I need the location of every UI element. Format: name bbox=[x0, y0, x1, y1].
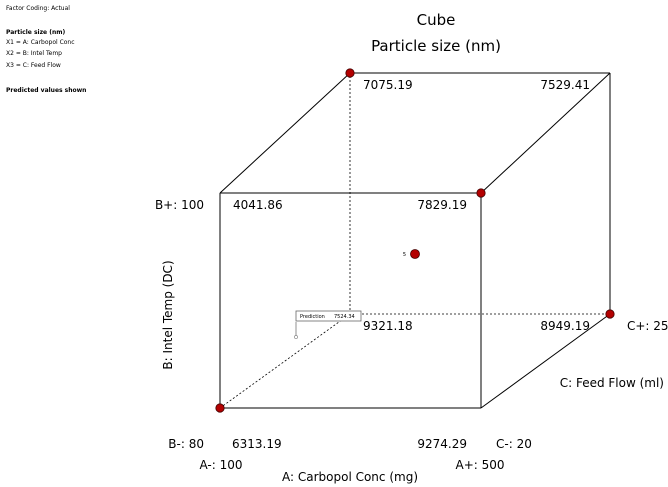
c-low-label: C-: 20 bbox=[496, 437, 532, 451]
corner-value-label: 8949.19 bbox=[540, 319, 590, 333]
response-title: Particle size (nm) bbox=[6, 29, 66, 36]
corner-value-label: 7529.41 bbox=[540, 78, 590, 92]
prediction-anchor bbox=[294, 335, 298, 339]
corner-value-label: 6313.19 bbox=[232, 437, 282, 451]
a-axis-label: A: Carbopol Conc (mg) bbox=[282, 470, 418, 484]
cube-edge bbox=[219, 72, 351, 194]
design-point bbox=[605, 309, 615, 319]
predicted-values-note: Predicted values shown bbox=[6, 87, 87, 94]
cube-edges bbox=[219, 72, 611, 409]
chart-subtitle: Particle size (nm) bbox=[371, 37, 501, 55]
c-axis-label: C: Feed Flow (ml) bbox=[560, 376, 664, 390]
b-high-label: B+: 100 bbox=[155, 198, 204, 212]
prediction-box bbox=[295, 310, 362, 322]
a-low-label: A-: 100 bbox=[199, 458, 242, 472]
cube-hidden-edge bbox=[219, 313, 351, 409]
factor-coding-label: Factor Coding: Actual bbox=[6, 5, 70, 12]
corner-value-label: 7075.19 bbox=[363, 78, 413, 92]
corner-value-label: 4041.86 bbox=[233, 198, 283, 212]
prediction-value: 7524.34 bbox=[334, 314, 355, 320]
design-points bbox=[215, 68, 615, 413]
b-low-label: B-: 80 bbox=[168, 437, 204, 451]
factor-x3-label: X3 = C: Feed Flow bbox=[6, 62, 61, 69]
corner-value-label: 9274.29 bbox=[417, 437, 467, 451]
c-high-label: C+: 25 bbox=[627, 319, 668, 333]
chart-title: Cube bbox=[417, 11, 456, 29]
design-point bbox=[476, 188, 486, 198]
factor-x1-label: X1 = A: Carbopol Conc bbox=[6, 39, 75, 46]
cube-edge bbox=[480, 313, 611, 409]
cube-labels: 6313.19 9274.29 4041.86 7829.19 9321.18 8949.… bbox=[155, 78, 668, 484]
b-axis-label: B: Intel Temp (DC) bbox=[161, 260, 175, 369]
center-point-label: 5 bbox=[403, 252, 406, 258]
corner-value-label: 9321.18 bbox=[363, 319, 413, 333]
cube-edge bbox=[480, 72, 611, 194]
a-high-label: A+: 500 bbox=[455, 458, 504, 472]
design-point bbox=[215, 403, 225, 413]
center-point bbox=[410, 249, 420, 259]
prediction-label: Prediction bbox=[300, 314, 325, 320]
design-point bbox=[345, 68, 355, 78]
corner-value-label: 7829.19 bbox=[417, 198, 467, 212]
factor-x2-label: X2 = B: Intel Temp bbox=[6, 50, 62, 57]
